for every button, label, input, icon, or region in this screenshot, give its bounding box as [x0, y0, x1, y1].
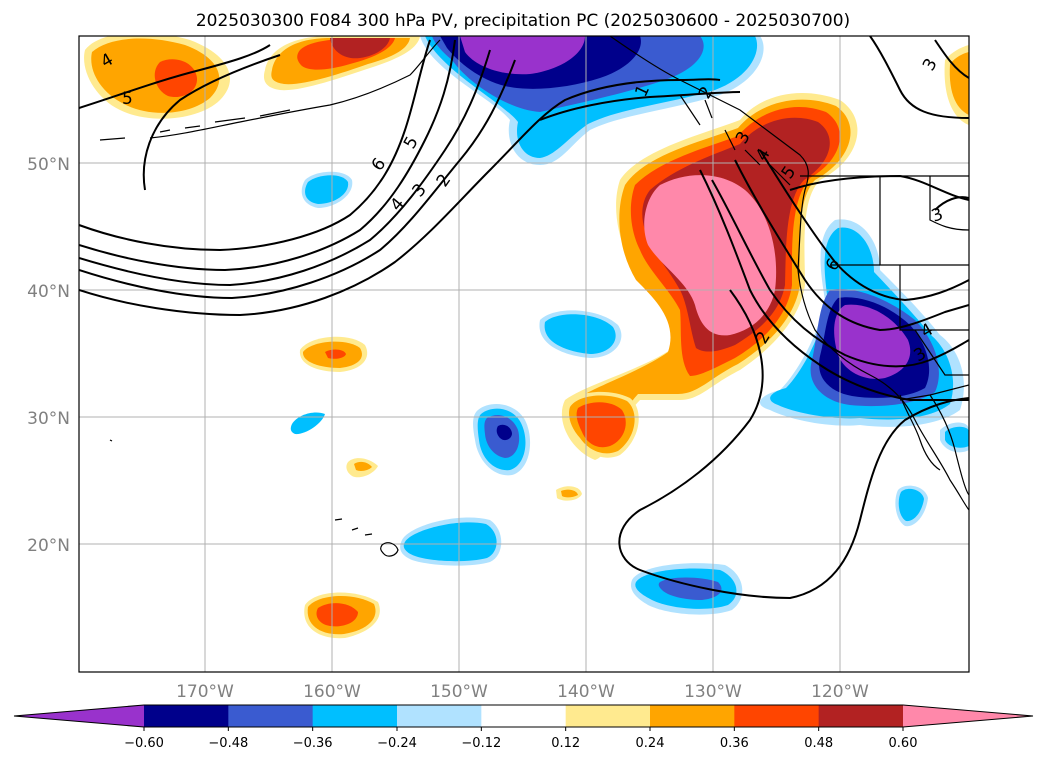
colorbar-tick-label: −0.60: [124, 736, 164, 751]
hawaii-island: [380, 542, 399, 557]
lon-label: 170°W: [176, 682, 234, 702]
contour-6: [79, 39, 431, 252]
colorbar-tick-label: −0.12: [461, 736, 501, 751]
colorbar-tick-label: 0.24: [636, 736, 665, 751]
shade-ne-purple: [460, 36, 585, 75]
contour-4: [79, 49, 491, 287]
contour-ne-3: [934, 39, 969, 79]
contour-trough-1: [699, 169, 969, 401]
colorbar-tick-label: 0.36: [720, 736, 749, 751]
colorbar-tick-label: −0.36: [293, 736, 333, 751]
lat-label: 20°N: [27, 536, 70, 556]
colorbar-segment: [144, 705, 229, 727]
contour-trough-3: [734, 159, 969, 332]
colorbar-segment: [565, 705, 651, 727]
lon-label: 140°W: [557, 682, 615, 702]
pv-contours: [79, 36, 969, 600]
colorbar-tick-label: −0.48: [208, 736, 248, 751]
coast-se-alaska: [609, 36, 809, 271]
coast-alaska-2: [99, 109, 291, 141]
colorbar-segment: [397, 705, 482, 727]
coastlines: [99, 36, 969, 557]
graticule: [79, 36, 969, 672]
contour-trough-5: [789, 174, 969, 201]
border-us-mexico: [899, 384, 969, 401]
contour-5-west: [79, 44, 271, 109]
contour-trough-4: [759, 149, 969, 302]
contour-1: [539, 91, 741, 121]
shade-main-pink: [644, 175, 777, 336]
latitude-labels: 50°N 40°N 30°N 20°N: [27, 155, 70, 556]
shade-s10-b: [658, 577, 722, 600]
shade-s6: [290, 412, 325, 435]
colorbar-segment: [481, 705, 567, 727]
contour-trough-2: [711, 179, 969, 368]
contour-2-south: [618, 289, 969, 600]
colorbar: −0.60 −0.48 −0.36 −0.24 −0.12 0.12 0.24 0.36 0.4…: [13, 704, 1034, 751]
colorbar-tick-label: 0.60: [889, 736, 918, 751]
colorbar-tick-label: 0.48: [804, 736, 833, 751]
contour-west-loop: [142, 54, 281, 191]
shade-s5-c: [305, 175, 349, 204]
border-states-3: [929, 176, 969, 231]
contour-5: [79, 39, 456, 272]
colorbar-extend-high: [903, 705, 1033, 727]
coast-baja: [899, 394, 941, 471]
map-panel: 4 5 6 5 4 3 2 1 2 3 4 5 6 2 3 4 3 3: [79, 36, 969, 672]
map-frame: [78, 35, 970, 673]
shade-nw-red: [154, 59, 198, 98]
shade-s1-inner: [544, 314, 616, 354]
shade-s7-o: [354, 461, 372, 471]
contour-3: [79, 59, 516, 300]
coast-bc-islands: [679, 94, 791, 186]
shade-s4-r: [325, 349, 346, 359]
colorbar-tick-label: 0.12: [551, 736, 580, 751]
lat-label: 40°N: [27, 282, 70, 302]
shade-sw-purple: [834, 304, 911, 379]
shade-s9-c: [403, 522, 497, 562]
coast-gulf-ca: [929, 394, 969, 496]
shade-s3-r: [576, 402, 626, 448]
border-states-4: [914, 329, 969, 376]
colorbar-segment: [734, 705, 820, 727]
colorbar-segment: [312, 705, 398, 727]
contour-northeast: [869, 36, 969, 119]
lon-label: 120°W: [811, 682, 869, 702]
precipitation-shading: [84, 36, 969, 639]
contour-e-3: [934, 196, 969, 211]
colorbar-segment: [650, 705, 735, 727]
colorbar-tick-label: −0.24: [377, 736, 417, 751]
colorbar-segment: [818, 705, 904, 727]
lon-label: 130°W: [684, 682, 742, 702]
figure-title: 2025030300 F084 300 hPa PV, precipitatio…: [196, 11, 850, 31]
shade-s13-c: [945, 426, 969, 448]
shade-s2-n: [496, 424, 512, 441]
lat-label: 50°N: [27, 155, 70, 175]
shade-s11-r: [316, 603, 358, 627]
hawaii-maui: [334, 518, 373, 536]
shade-e-orange-inner: [949, 52, 969, 115]
lat-label: 30°N: [27, 409, 70, 429]
shade-s8-o: [561, 489, 578, 498]
colorbar-extend-low: [14, 705, 144, 727]
lon-label: 160°W: [303, 682, 361, 702]
shade-s12-c: [898, 488, 924, 522]
contour-2: [79, 78, 721, 317]
lon-label: 150°W: [430, 682, 488, 702]
midway: [109, 439, 113, 442]
coast-us-west: [797, 269, 969, 511]
colorbar-segment: [228, 705, 314, 727]
longitude-labels: 170°W 160°W 150°W 140°W 130°W 120°W: [176, 682, 869, 702]
contour-label: 5: [122, 89, 133, 109]
shade-n-darkred: [330, 38, 390, 59]
coast-alaska: [149, 39, 441, 139]
